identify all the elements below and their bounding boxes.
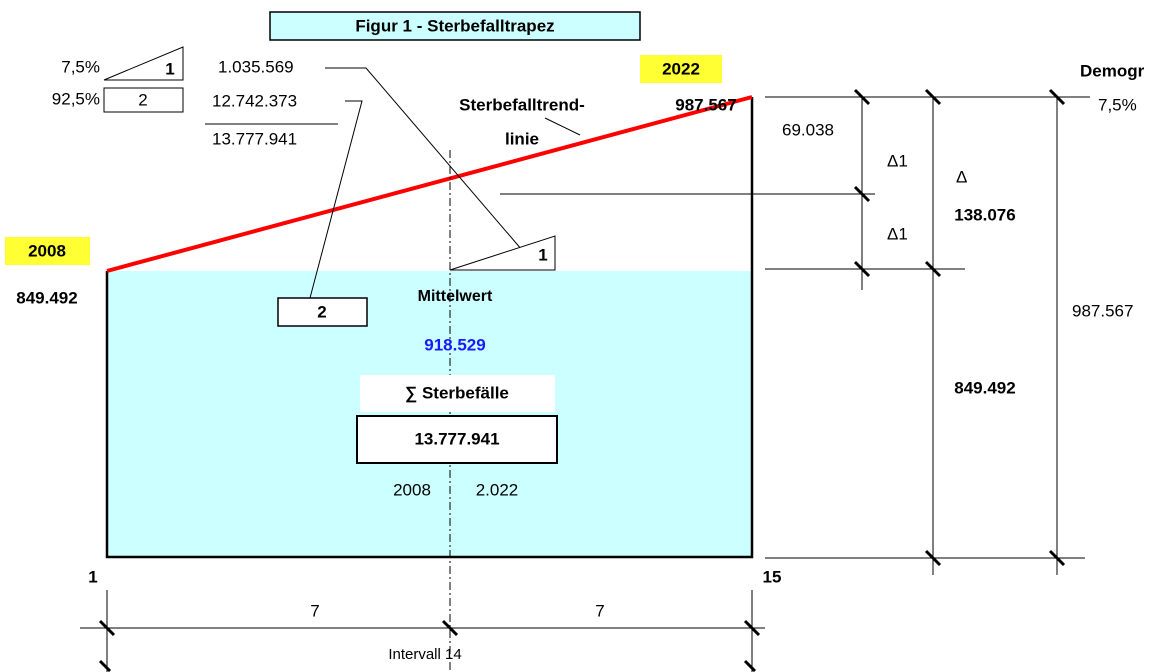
sum-label-bg (360, 375, 555, 412)
year-highlight (640, 55, 722, 83)
value: 849.492 (954, 378, 1015, 397)
sum-value: 13.777.941 (414, 429, 499, 448)
value: 987.567 (675, 95, 736, 114)
share: 7,5% (1098, 95, 1137, 114)
year: 2.022 (476, 480, 519, 499)
sum-label: ∑ Sterbefälle (405, 383, 509, 402)
label: 2 (138, 90, 147, 109)
mean-value: 918.529 (424, 335, 485, 354)
label: 1 (538, 245, 547, 264)
title: Figur 1 - Sterbefalltrapez (355, 16, 554, 35)
trend-label: Sterbefalltrend- (459, 95, 585, 114)
share: 92,5% (52, 89, 100, 108)
year-highlight (5, 237, 90, 265)
leader (544, 117, 581, 136)
trapezoid-fill (107, 271, 752, 558)
trend-label: linie (505, 129, 539, 148)
delta-label: Δ1 (887, 151, 908, 170)
value: 12.742.373 (212, 91, 297, 110)
axis-label: Intervall 14 (388, 646, 461, 663)
delta-label: Δ1 (887, 224, 908, 243)
title-box (269, 11, 641, 41)
axis-label: 7 (595, 601, 604, 620)
trend-line (106, 95, 753, 273)
value: 69.038 (782, 120, 834, 139)
trapezoid-outline (105, 97, 754, 559)
delta-label: Δ (956, 167, 967, 186)
leader (325, 67, 523, 251)
label: 1 (165, 59, 174, 78)
axis-label: 7 (310, 601, 319, 620)
axis-label: 15 (763, 567, 782, 586)
value: 138.076 (954, 205, 1015, 224)
mean-label: Mittelwert (418, 288, 493, 305)
year: 2022 (662, 59, 700, 78)
heading: Demogr (1080, 61, 1145, 80)
value: 987.567 (1072, 301, 1133, 320)
year: 2008 (28, 241, 66, 260)
value: 13.777.941 (212, 129, 297, 148)
axis-label: 1 (88, 567, 97, 586)
value: 1.035.569 (218, 57, 294, 76)
share: 7,5% (61, 57, 100, 76)
leader (309, 100, 363, 299)
year: 2008 (393, 480, 431, 499)
box (277, 297, 368, 327)
legend-box (103, 87, 184, 113)
label: 2 (317, 302, 326, 321)
sum-box (356, 415, 558, 464)
value: 849.492 (16, 288, 77, 307)
triangle (449, 235, 556, 271)
legend-triangle (103, 46, 184, 81)
